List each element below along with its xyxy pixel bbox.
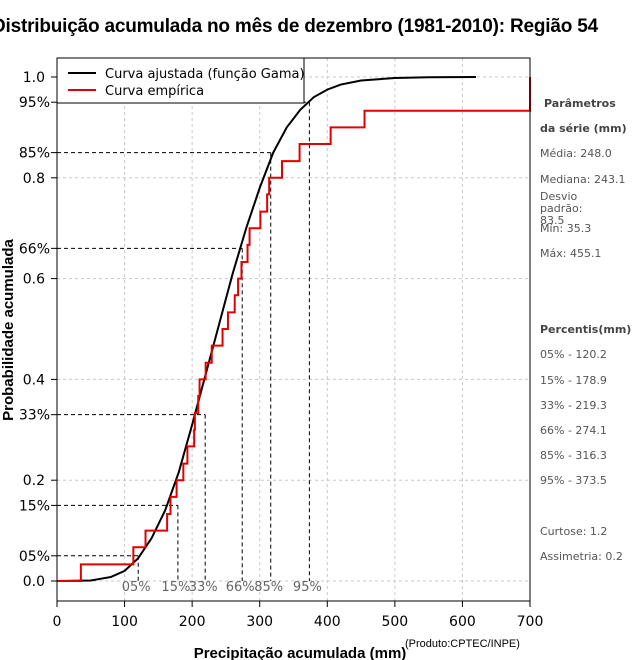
x-tick-label: 0 xyxy=(53,614,62,630)
empirical-curve xyxy=(57,77,531,582)
y-tick-label: 0.4 xyxy=(23,372,45,388)
percentile-marker-label: 85% xyxy=(254,580,283,595)
x-tick-label: 100 xyxy=(111,614,138,630)
percentile-reference-lines: 05% 15%33% 66% 85% 95% xyxy=(57,101,322,595)
y-percent-tick-label: 85% xyxy=(19,146,50,162)
y-percent-tick-label: 95% xyxy=(19,95,50,111)
legend-label: Curva ajustada (função Gama) xyxy=(105,67,305,82)
param-title-line1: Parâmetros xyxy=(544,97,616,110)
legend-box xyxy=(56,57,305,104)
y-percent-tick-label: 15% xyxy=(19,498,50,514)
series-lines xyxy=(56,76,531,582)
percentis-title: Percentis(mm) xyxy=(540,323,632,336)
y-percent-tick-label: 33% xyxy=(19,408,50,424)
percentil-33: 33% - 219.3 xyxy=(540,399,607,412)
x-axis-label: Precipitação acumulada (mm) xyxy=(194,645,407,660)
legend-label: Curva empírica xyxy=(105,84,204,99)
percentil-95: 95% - 373.5 xyxy=(540,474,607,487)
x-tick-label: 400 xyxy=(314,614,341,630)
percentil-05: 05% - 120.2 xyxy=(540,348,607,361)
y-percent-tick-label: 66% xyxy=(19,241,50,257)
y-axis-label: Probabilidade acumulada xyxy=(0,238,17,420)
percentil-15: 15% - 178.9 xyxy=(540,374,607,387)
product-credit: (Produto:CPTEC/INPE) xyxy=(405,638,520,650)
stat-min: Mín: 35.3 xyxy=(540,222,592,235)
x-tick-label: 700 xyxy=(517,614,544,630)
percentile-marker-label: 15% xyxy=(161,580,190,595)
fitted-curve xyxy=(56,76,476,582)
stat-max: Máx: 455.1 xyxy=(540,247,602,260)
percentile-marker-label: 95% xyxy=(293,580,322,595)
y-tick-label: 0.6 xyxy=(23,272,45,288)
legend: Curva ajustada (função Gama) Curva empíri… xyxy=(56,57,305,104)
y-tick-label: 0.8 xyxy=(23,171,45,187)
axes: 0 100 200 300 400 500 600 700 0.0 0.2 0.4 0.6 0.8 1.0… xyxy=(19,70,543,630)
stat-media: Média: 248.0 xyxy=(540,147,612,160)
x-tick-label: 600 xyxy=(449,614,476,630)
y-tick-label: 1.0 xyxy=(23,70,45,86)
chart-title: Distribuição acumulada no mês de dezembr… xyxy=(0,16,598,37)
stat-mediana: Mediana: 243.1 xyxy=(540,173,626,186)
param-title-line2: da série (mm) xyxy=(540,122,627,135)
y-percent-tick-label: 05% xyxy=(19,549,50,565)
percentil-66: 66% - 274.1 xyxy=(540,424,607,437)
plot-frame xyxy=(56,57,531,602)
percentile-marker-label: 05% xyxy=(122,580,151,595)
y-tick-label: 0.0 xyxy=(23,574,45,590)
x-tick-label: 300 xyxy=(246,614,273,630)
stat-assimetria: Assimetria: 0.2 xyxy=(540,550,623,563)
stat-desvio: Desvio padrão: 83.5 xyxy=(540,190,583,227)
percentile-marker-label: 66% xyxy=(226,580,255,595)
y-tick-label: 0.2 xyxy=(23,473,45,489)
percentil-85: 85% - 316.3 xyxy=(540,449,607,462)
x-tick-label: 200 xyxy=(179,614,206,630)
grid-lines xyxy=(56,58,531,601)
percentile-marker-label: 33% xyxy=(189,580,218,595)
x-tick-label: 500 xyxy=(381,614,408,630)
stat-curtose: Curtose: 1.2 xyxy=(540,525,608,538)
